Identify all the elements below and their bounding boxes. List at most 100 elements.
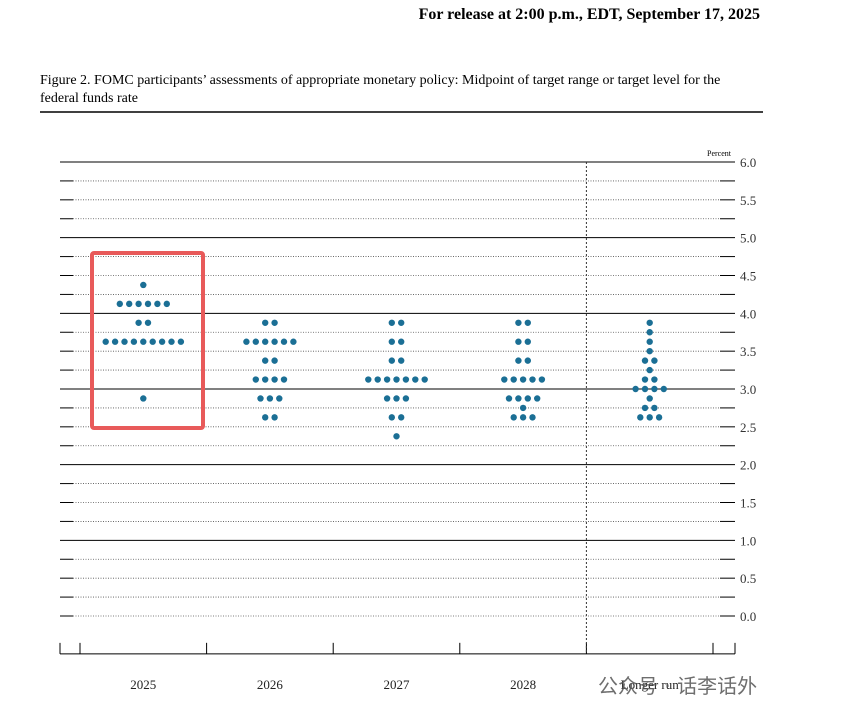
- dot: [388, 414, 395, 421]
- dot: [262, 357, 269, 364]
- dot: [398, 319, 405, 326]
- dot: [280, 338, 288, 345]
- x-tick-label: Longer run: [621, 677, 680, 692]
- dot: [646, 366, 653, 374]
- dot: [515, 357, 522, 364]
- dot: [510, 376, 517, 383]
- dot: [252, 376, 259, 383]
- y-tick-label: 5.0: [740, 231, 756, 246]
- dot: [163, 300, 170, 308]
- highlight-box: [90, 251, 205, 430]
- dot: [154, 300, 161, 308]
- dot: [130, 338, 138, 345]
- dot: [271, 357, 278, 364]
- dot: [393, 395, 400, 402]
- dot: [538, 376, 546, 383]
- dot: [641, 404, 649, 412]
- dot: [388, 357, 395, 364]
- dot: [121, 338, 128, 345]
- y-tick-label: 5.5: [740, 193, 756, 208]
- dot: [646, 329, 653, 336]
- dot: [398, 357, 405, 364]
- dot: [257, 395, 264, 402]
- dot: [140, 395, 147, 402]
- dot: [135, 300, 142, 308]
- dot: [135, 319, 142, 326]
- dot: [374, 376, 381, 383]
- y-tick-label: 4.0: [740, 306, 756, 321]
- dot: [524, 395, 531, 402]
- dot: [637, 414, 644, 421]
- release-header: For release at 2:00 p.m., EDT, September…: [418, 6, 760, 23]
- dot: [140, 281, 147, 289]
- dot: [158, 338, 166, 345]
- dot: [632, 385, 639, 393]
- dot: [271, 414, 278, 421]
- dot: [646, 338, 653, 345]
- x-tick-label: 2025: [130, 677, 156, 692]
- dot: [646, 319, 653, 326]
- dot: [271, 319, 278, 326]
- dot: [651, 376, 658, 383]
- x-tick-label: 2027: [384, 677, 411, 692]
- y-tick-label: 0.5: [740, 571, 756, 586]
- y-tick-label: 2.5: [740, 420, 756, 435]
- dot: [534, 395, 541, 402]
- dot: [515, 338, 522, 345]
- dot: [524, 338, 531, 345]
- dot: [271, 338, 278, 345]
- dot: [412, 376, 419, 383]
- dot: [641, 357, 649, 364]
- unit-label: Percent: [707, 149, 732, 158]
- dot: [519, 404, 527, 412]
- dot: [111, 338, 119, 345]
- dot: [140, 338, 147, 345]
- dot: [262, 376, 269, 383]
- dot: [144, 319, 152, 326]
- dot: [641, 385, 649, 393]
- x-tick-label: 2026: [257, 677, 284, 692]
- dot: [252, 338, 259, 345]
- dot: [515, 395, 522, 402]
- y-tick-label: 0.0: [740, 609, 756, 624]
- dot: [524, 357, 531, 364]
- dot: [243, 338, 250, 345]
- x-tick-label: 2028: [510, 677, 536, 692]
- dot: [501, 376, 508, 383]
- dot: [262, 338, 269, 345]
- watermark: 公众号 · 话李话外: [598, 674, 758, 698]
- dot: [126, 300, 133, 308]
- y-tick-label: 1.0: [740, 533, 756, 548]
- dot: [271, 376, 278, 383]
- dot: [402, 395, 410, 402]
- figure-caption: Figure 2. FOMC participants’ assessments…: [40, 73, 721, 106]
- dot: [280, 376, 288, 383]
- dot: [262, 319, 269, 326]
- dot: [177, 338, 185, 345]
- dot: [102, 338, 109, 345]
- dot: [290, 338, 297, 345]
- y-tick-label: 2.0: [740, 458, 756, 473]
- dot: [529, 414, 536, 421]
- dot: [383, 376, 391, 383]
- y-tick-label: 1.5: [740, 496, 756, 511]
- dot: [266, 395, 274, 402]
- dot: [651, 385, 658, 393]
- y-tick-label: 4.5: [740, 269, 756, 284]
- dot: [383, 395, 391, 402]
- y-tick-label: 6.0: [740, 155, 756, 170]
- dot: [388, 338, 395, 345]
- dot: [651, 404, 658, 412]
- dot: [646, 347, 653, 355]
- y-tick-label: 3.0: [740, 382, 756, 397]
- dot: [519, 414, 527, 421]
- dot: [149, 338, 156, 345]
- y-tick-label: 3.5: [740, 344, 756, 359]
- dot: [276, 395, 283, 402]
- dot: [515, 319, 522, 326]
- dot: [510, 414, 517, 421]
- dot: [365, 376, 372, 383]
- dot: [388, 319, 395, 326]
- dot: [646, 395, 653, 402]
